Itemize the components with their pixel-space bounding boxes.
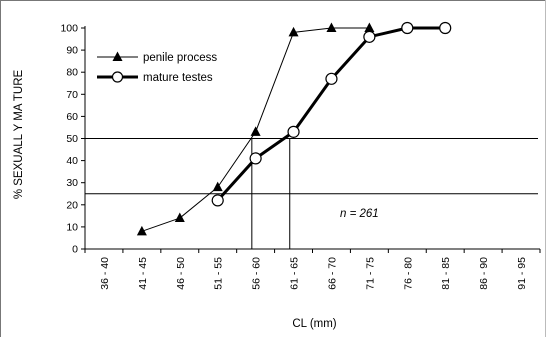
y-axis-title: % SEXUALL Y MA TURE — [13, 70, 25, 200]
penile-process-point — [288, 26, 299, 37]
mature-testes-point — [287, 125, 300, 138]
x-tick-label: 46 - 50 — [175, 257, 187, 290]
penile-process-point — [364, 22, 375, 32]
x-tick-label: 61 - 65 — [289, 257, 301, 290]
x-tick-label: 56 - 60 — [251, 257, 263, 290]
y-tick-label: 20 — [66, 199, 78, 211]
x-axis-ticks: 36 - 40 41 - 45 46 - 50 51 - 55 56 - 60 61 - … — [84, 249, 541, 290]
penile-process-point — [250, 126, 261, 136]
mature-testes-point — [325, 72, 338, 85]
penile-process-series — [136, 22, 375, 236]
legend-swatch-marker — [112, 51, 123, 61]
y-tick-label: 90 — [66, 45, 78, 57]
penile-process-point — [212, 181, 223, 192]
y-tick-label: 10 — [66, 221, 78, 233]
legend-item-mature-testes: mature testes — [97, 71, 213, 84]
penile-process-point — [174, 212, 185, 223]
legend-swatch-marker — [111, 71, 124, 83]
mature-testes-series — [211, 21, 452, 207]
series-layer — [136, 21, 452, 236]
x-tick-label: 36 - 40 — [99, 257, 111, 290]
x-tick-label: 41 - 45 — [137, 257, 149, 290]
y-tick-label: 40 — [66, 155, 78, 167]
x-tick-label: 86 - 90 — [478, 257, 490, 290]
legend-label: penile process — [143, 52, 217, 64]
y-tick-label: 80 — [66, 67, 78, 79]
y-tick-label: 0 — [72, 244, 78, 256]
x-tick-label: 76 - 80 — [402, 257, 414, 290]
mature-testes-point — [211, 194, 224, 207]
y-tick-label: 70 — [66, 89, 78, 101]
x-tick-label: 91 - 95 — [516, 257, 528, 290]
y-tick-label: 60 — [66, 111, 78, 123]
y-tick-label: 50 — [66, 133, 78, 145]
x-tick-label: 81 - 85 — [440, 257, 452, 290]
y-tick-label: 100 — [60, 23, 78, 35]
penile-process-point — [326, 22, 337, 32]
legend: penile process mature testes — [97, 51, 217, 84]
reference-lines — [85, 138, 538, 249]
y-tick-label: 30 — [66, 177, 78, 189]
mature-testes-point — [363, 30, 376, 43]
penile-process-point — [136, 225, 147, 236]
mature-testes-point — [439, 21, 452, 35]
x-tick-label: 71 - 75 — [364, 257, 376, 290]
mature-testes-point — [249, 152, 262, 165]
legend-item-penile-process: penile process — [97, 51, 217, 64]
sample-size-annotation: n = 261 — [340, 208, 379, 220]
legend-label: mature testes — [143, 72, 213, 84]
x-tick-label: 51 - 55 — [213, 257, 225, 290]
x-tick-label: 66 - 70 — [326, 257, 338, 290]
x-axis-title: CL (mm) — [292, 318, 336, 330]
y-axis-ticks: 0 10 20 30 40 50 60 70 80 90 100 — [60, 23, 85, 256]
mature-testes-point — [401, 21, 414, 35]
